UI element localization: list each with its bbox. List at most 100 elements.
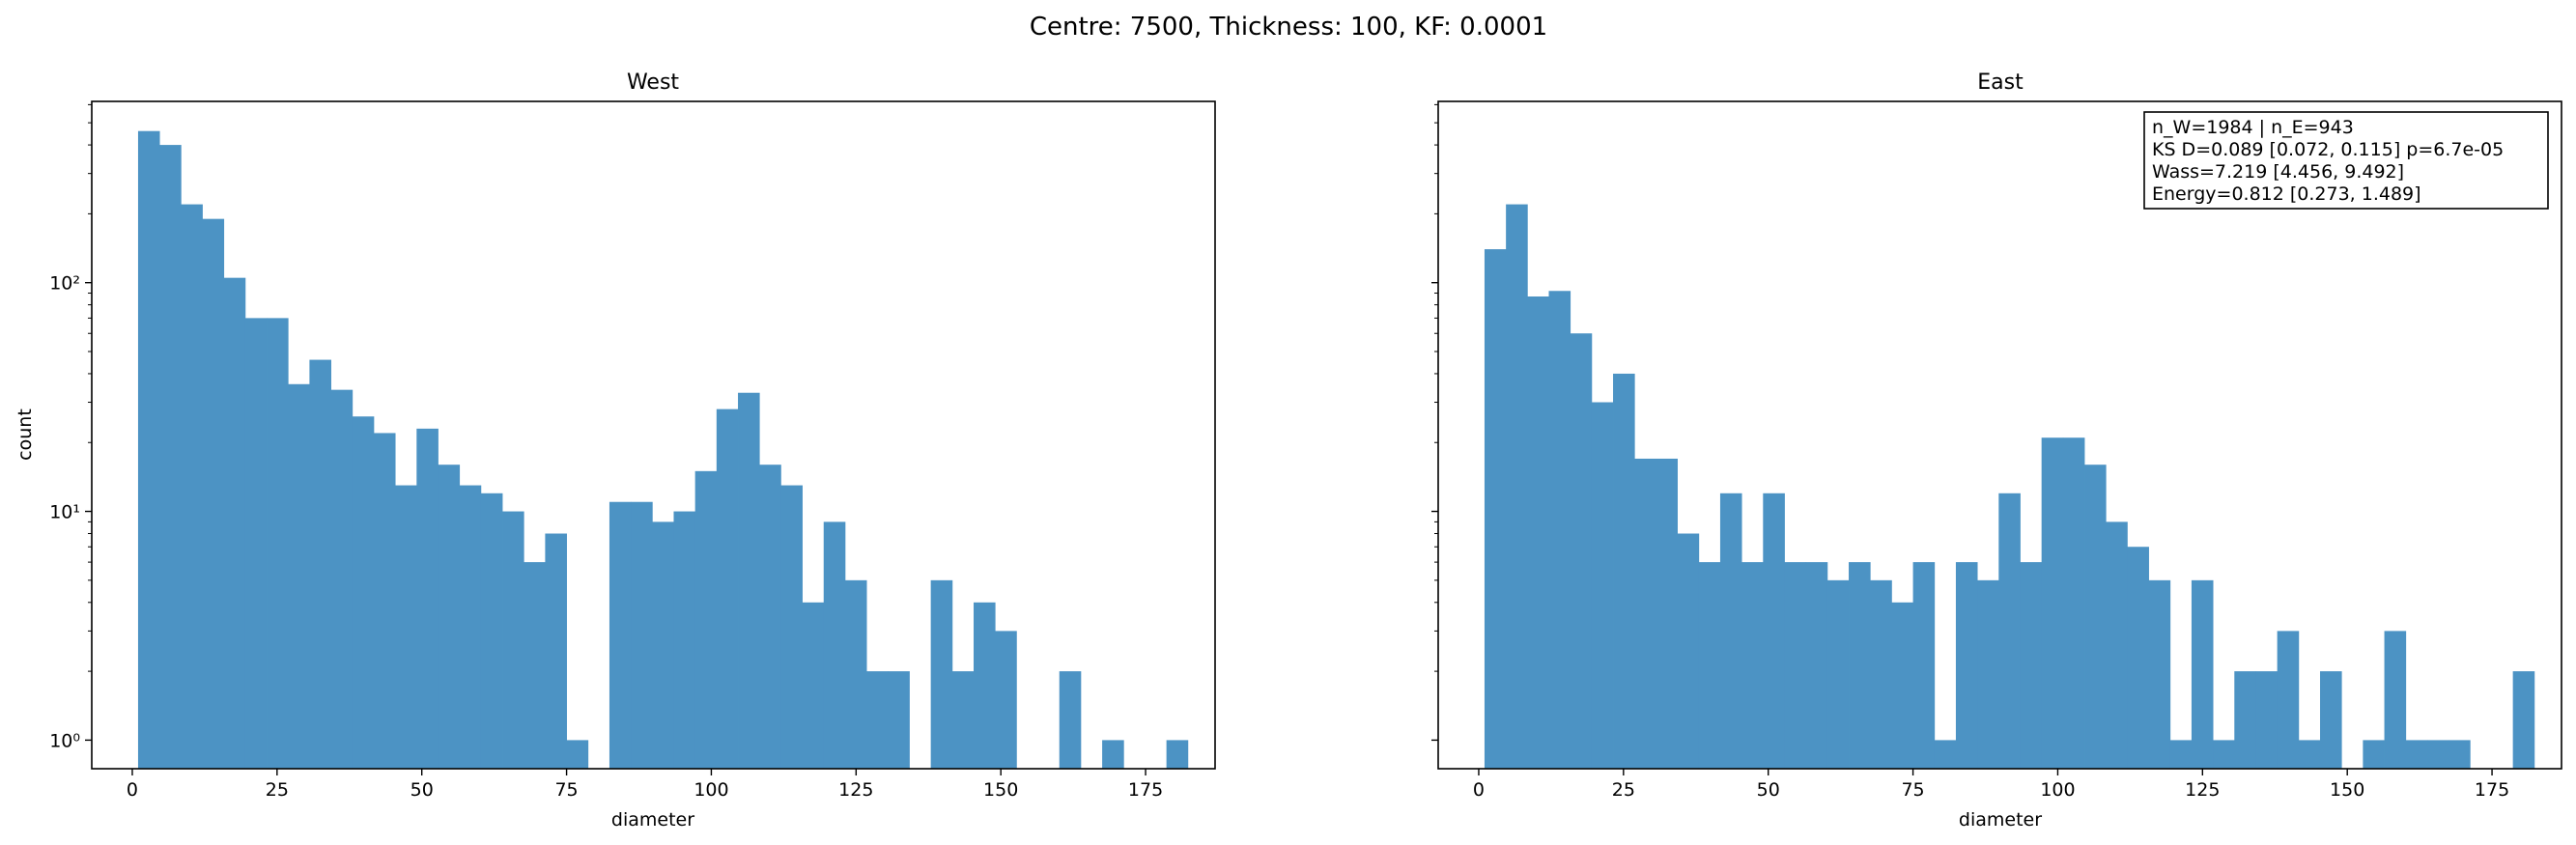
- panel-east: East 0 25 50 75 100 125 150 175 diameter n_W=19…: [1431, 70, 2562, 831]
- west-bar: [524, 562, 546, 769]
- stats-line-wass: Wass=7.219 [4.456, 9.492]: [2152, 161, 2404, 183]
- west-bar: [395, 485, 417, 769]
- east-bar: [2298, 740, 2321, 769]
- west-y-tick-label: 10²: [49, 273, 80, 295]
- west-bar: [631, 501, 653, 769]
- panel-west: West 0 25 50 75 100 125 150 175 10⁰ 10¹ 10² diame…: [14, 70, 1216, 831]
- east-x-tick-label: 50: [1757, 779, 1780, 801]
- east-x-tick-label: 75: [1901, 779, 1924, 801]
- west-x-tick-label: 150: [983, 779, 1018, 801]
- west-bar: [267, 318, 289, 769]
- east-bar: [2127, 547, 2149, 769]
- east-bar: [2041, 437, 2064, 769]
- east-axes-frame: [1437, 100, 2562, 770]
- east-x-tick-label: 175: [2475, 779, 2509, 801]
- east-bar: [2084, 465, 2107, 769]
- east-bar: [1527, 296, 1549, 769]
- east-bar: [2169, 740, 2193, 769]
- west-bar: [930, 579, 953, 769]
- west-bar: [309, 359, 331, 769]
- east-bar: [1506, 204, 1528, 769]
- west-bar: [181, 204, 203, 769]
- west-axes-frame: [91, 100, 1216, 770]
- east-bar: [1870, 579, 1892, 769]
- west-bar: [1102, 740, 1124, 769]
- east-bar: [2449, 740, 2471, 769]
- west-title: West: [627, 70, 679, 95]
- west-bar: [823, 521, 846, 769]
- east-bar: [2277, 631, 2300, 769]
- west-x-label: diameter: [611, 809, 694, 831]
- east-bar: [1998, 493, 2021, 769]
- east-bar: [2191, 579, 2214, 769]
- east-bar: [1719, 493, 1742, 769]
- west-x-tick-label: 100: [694, 779, 728, 801]
- west-x-tick-label: 75: [554, 779, 578, 801]
- west-bar: [502, 511, 524, 769]
- stats-box: n_W=1984 | n_E=943 KS D=0.089 [0.072, 0.…: [2143, 111, 2549, 210]
- west-bar: [802, 602, 825, 769]
- west-bar: [652, 521, 674, 769]
- west-bar: [673, 511, 696, 769]
- east-x-tick-label: 150: [2330, 779, 2364, 801]
- east-bar: [2363, 740, 2385, 769]
- east-bar: [1912, 562, 1936, 769]
- west-bar: [866, 671, 889, 769]
- stats-line-ks: KS D=0.089 [0.072, 0.115] p=6.7e-05: [2152, 139, 2504, 160]
- east-bar: [1484, 249, 1507, 770]
- west-bar: [716, 408, 739, 769]
- east-bar: [2512, 671, 2535, 769]
- east-bar: [2405, 740, 2428, 769]
- east-x-tick-label: 0: [1473, 779, 1485, 801]
- west-bar: [459, 485, 482, 769]
- west-bar: [545, 533, 567, 769]
- stats-line-counts: n_W=1984 | n_E=943: [2152, 117, 2354, 138]
- west-x-tick-label: 50: [410, 779, 434, 801]
- east-bar: [1741, 562, 1764, 769]
- west-bar: [566, 740, 589, 769]
- east-bar: [1849, 562, 1871, 769]
- west-bar: [202, 218, 225, 769]
- west-x-tick-label: 25: [266, 779, 289, 801]
- east-bar: [1656, 458, 1678, 769]
- figure-title: Centre: 7500, Thickness: 100, KF: 0.0001: [1030, 13, 1547, 42]
- east-bar: [2234, 671, 2256, 769]
- east-bar: [1613, 373, 1635, 769]
- west-x-tick-label: 125: [838, 779, 873, 801]
- west-y-tick-label: 10⁰: [49, 730, 80, 751]
- east-bar: [1548, 291, 1571, 769]
- east-bar: [1763, 493, 1785, 769]
- west-bar: [373, 433, 396, 769]
- west-bar: [694, 470, 718, 769]
- east-x-tick-label: 25: [1612, 779, 1635, 801]
- east-bar: [1826, 579, 1850, 769]
- west-bar: [995, 631, 1017, 769]
- west-bar: [352, 416, 375, 769]
- east-x-label: diameter: [1959, 809, 2042, 831]
- west-x-tick-label: 0: [127, 779, 138, 801]
- stats-line-energy: Energy=0.812 [0.273, 1.489]: [2152, 183, 2421, 205]
- west-y-tick-label: 10¹: [49, 502, 80, 523]
- east-bar: [1784, 562, 1807, 769]
- west-bar: [609, 501, 632, 769]
- west-bar: [1059, 671, 1082, 769]
- east-bar: [1891, 602, 1913, 769]
- east-bar: [1805, 562, 1828, 769]
- west-bar: [159, 145, 182, 769]
- east-bars: [1484, 204, 2535, 770]
- east-bar: [2020, 562, 2043, 769]
- east-x-tick-label: 125: [2185, 779, 2220, 801]
- east-bar: [2213, 740, 2235, 769]
- west-x-tick-label: 175: [1128, 779, 1163, 801]
- stats-box-frame: [2143, 111, 2549, 210]
- west-bar: [223, 277, 246, 769]
- west-bar: [974, 602, 996, 769]
- east-bar: [1955, 562, 1978, 769]
- east-bar: [2255, 671, 2279, 769]
- west-bar: [844, 579, 867, 769]
- west-bar: [416, 428, 439, 769]
- east-x-tick-label: 100: [2040, 779, 2075, 801]
- east-title: East: [1977, 70, 2024, 95]
- east-y-ticks: [1431, 103, 1438, 742]
